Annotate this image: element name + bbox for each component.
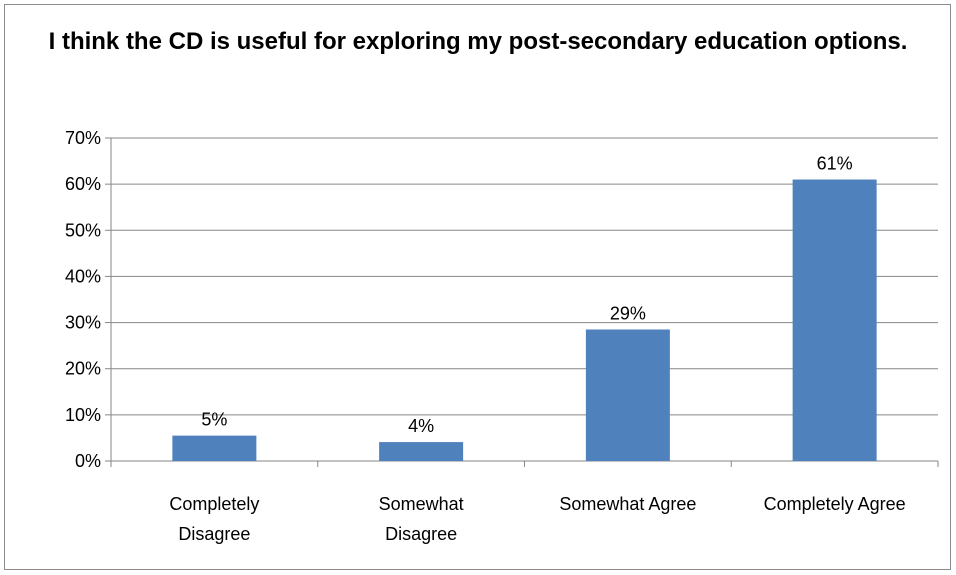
y-tick-label: 60% (65, 174, 101, 194)
bar (792, 179, 877, 461)
y-tick-label: 40% (65, 266, 101, 286)
bar (172, 435, 257, 461)
y-tick-label: 50% (65, 220, 101, 240)
x-tick-label: Completely Agree (764, 494, 906, 514)
x-tick-label: Somewhat Agree (559, 494, 696, 514)
y-tick-label: 10% (65, 405, 101, 425)
y-tick-label: 30% (65, 313, 101, 333)
y-tick-label: 70% (65, 128, 101, 148)
data-label: 61% (817, 154, 853, 174)
data-label: 4% (408, 416, 434, 436)
x-tick-label: Disagree (385, 524, 457, 544)
data-label: 29% (610, 303, 646, 323)
data-label: 5% (201, 410, 227, 430)
y-tick-label: 0% (75, 451, 101, 471)
x-tick-label: Somewhat (379, 494, 464, 514)
chart-title: I think the CD is useful for exploring m… (48, 28, 908, 55)
x-tick-label: Completely (169, 494, 259, 514)
bar (379, 442, 464, 461)
y-tick-label: 20% (65, 359, 101, 379)
bar (585, 329, 670, 461)
x-tick-label: Disagree (178, 524, 250, 544)
